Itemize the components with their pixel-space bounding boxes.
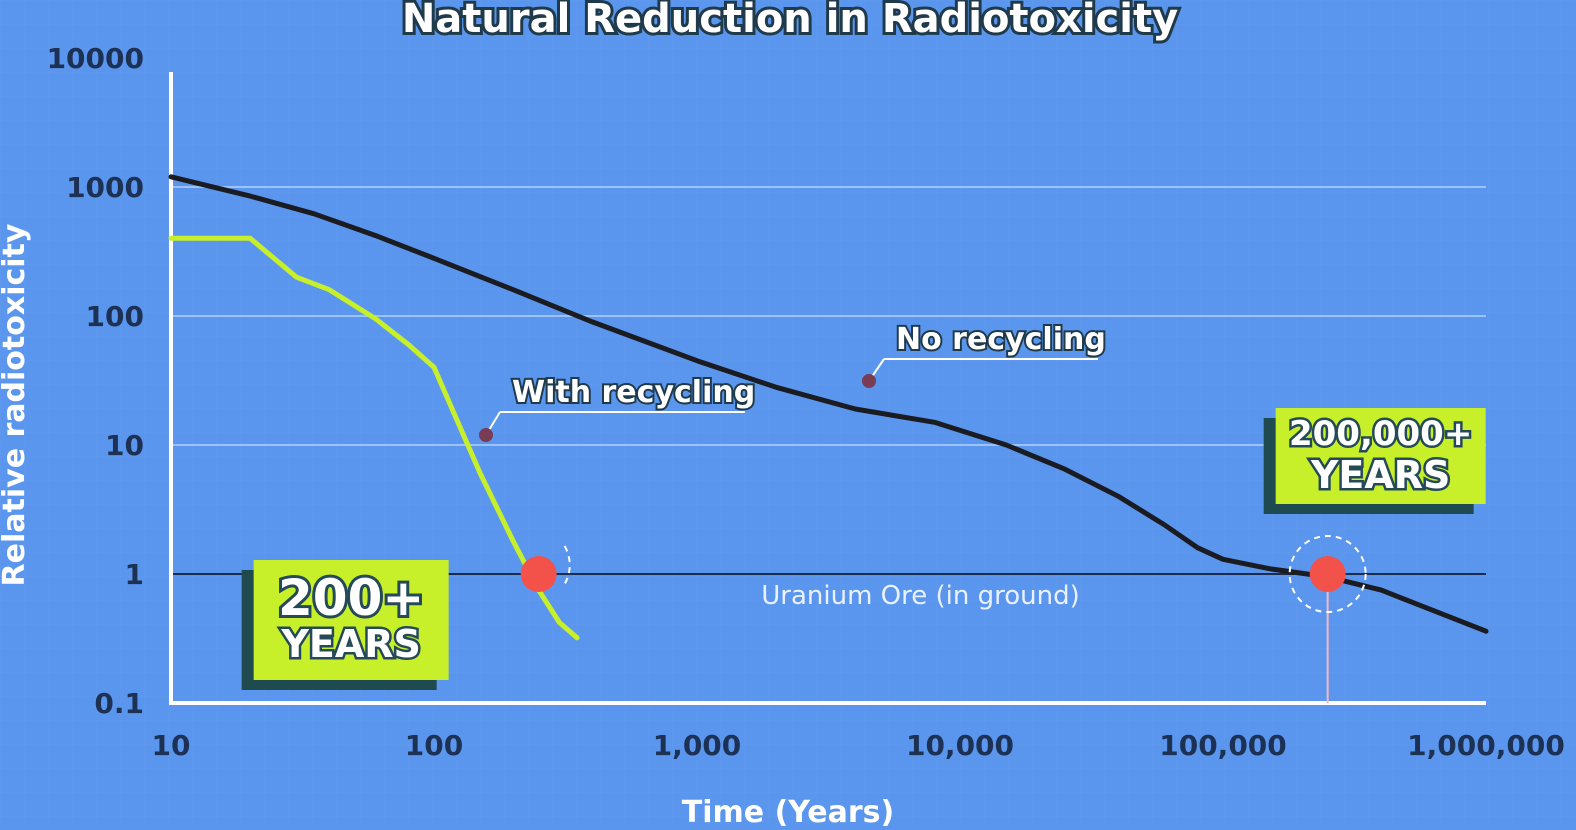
annotation-dot <box>479 428 493 442</box>
y-tick-label: 10 <box>105 429 144 462</box>
y-axis-label: Relative radiotoxicity <box>0 223 32 586</box>
y-tick-label: 1000 <box>66 171 144 204</box>
y-tick-label: 0.1 <box>94 687 144 720</box>
chart-title: Natural Reduction in Radiotoxicity <box>402 0 1178 42</box>
y-tick-label: 1 <box>125 558 144 591</box>
badge: 200+YEARS <box>241 560 449 690</box>
y-tick-label: 100 <box>86 300 144 333</box>
badge-line2: YEARS <box>1310 453 1451 497</box>
x-tick-label: 1,000,000 <box>1407 729 1565 762</box>
marker-dot <box>520 556 557 592</box>
x-axis-label: Time (Years) <box>682 795 894 826</box>
reference-line-group: Uranium Ore (in ground) <box>171 573 1486 611</box>
badge: 200,000+YEARS <box>1263 408 1486 514</box>
badge-line1: 200+ <box>278 569 424 627</box>
annotation: With recycling <box>479 373 757 442</box>
x-tick-label: 10 <box>152 729 191 762</box>
marker-halo <box>563 545 571 585</box>
annotations: With recycling No recycling <box>479 320 1108 442</box>
annotation-label: With recycling <box>512 375 755 410</box>
annotation-label: No recycling <box>896 322 1106 357</box>
x-tick-label: 10,000 <box>906 729 1014 762</box>
badge-line2: YEARS <box>280 622 421 666</box>
x-tick-label: 100 <box>405 729 463 762</box>
x-tick-labels: 10 100 1,000 10,000 100,000 1,000,000 <box>152 729 1565 762</box>
y-tick-label: 10000 <box>47 42 144 75</box>
x-tick-label: 100,000 <box>1159 729 1287 762</box>
marker-dot <box>1309 556 1346 592</box>
markers <box>520 535 1367 703</box>
marker-halo <box>1288 535 1367 613</box>
x-tick-label: 1,000 <box>653 729 742 762</box>
badge-line1: 200,000+ <box>1289 414 1472 454</box>
reference-line-label: Uranium Ore (in ground) <box>761 581 1080 611</box>
badge-box <box>253 560 449 680</box>
annotation-dot <box>862 374 876 388</box>
badge-box <box>1275 408 1486 504</box>
annotation: No recycling <box>862 320 1108 388</box>
series-line-no-recycling <box>168 174 1489 634</box>
y-tick-labels: 10000 1000 100 10 1 0.1 <box>47 42 144 720</box>
